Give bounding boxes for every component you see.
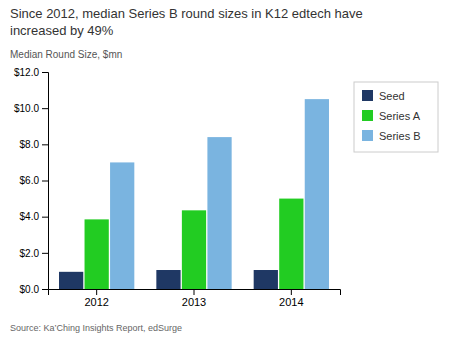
bar [279, 199, 303, 289]
y-axis: $0.0 $2.0 $4.0 $6.0 $8.0 $10.0 $12.0 [14, 67, 49, 295]
legend-label: Seed [379, 90, 405, 102]
legend-item: Series A [362, 110, 421, 122]
tick: $2.0 [20, 248, 48, 259]
tick-label: $2.0 [20, 248, 40, 259]
tick-mark [96, 289, 97, 295]
tick-label: $0.0 [20, 284, 40, 295]
tick-mark [42, 217, 48, 218]
tick-mark [42, 72, 48, 73]
tick-mark [42, 108, 48, 109]
tick: $6.0 [20, 175, 48, 186]
bar [207, 137, 231, 289]
bar [110, 162, 134, 289]
page: {"chart_data": {"type": "bar", "title": … [0, 0, 450, 337]
tick-mark [42, 289, 48, 290]
tick: $12.0 [14, 67, 48, 78]
legend-swatch [362, 130, 373, 141]
bar [85, 219, 109, 289]
tick-label: $6.0 [20, 175, 40, 186]
tick-label: $8.0 [20, 139, 40, 150]
tick-mark [291, 289, 292, 295]
tick-label: $10.0 [14, 103, 39, 114]
tick-mark [42, 253, 48, 254]
tick-label: 2012 [84, 296, 108, 308]
bars [59, 99, 329, 289]
axis-line [49, 290, 341, 296]
tick-mark [42, 181, 48, 182]
bar [59, 272, 83, 289]
legend-frame [354, 82, 438, 152]
chart: Since 2012, median Series B round sizes … [0, 0, 450, 337]
legend-item: Series B [362, 130, 421, 142]
tick: 2012 [84, 289, 108, 308]
tick: 2014 [279, 289, 303, 308]
subtitle: increased by 49% [10, 23, 114, 38]
tick-label: 2014 [279, 296, 303, 308]
bar [156, 270, 180, 289]
bar [305, 99, 329, 289]
x-axis: 2012 2013 2014 [49, 289, 341, 308]
legend-label: Series A [379, 110, 421, 122]
tick: $4.0 [20, 211, 48, 222]
legend: Seed Series A Series B [354, 82, 438, 152]
tick: 2013 [182, 289, 206, 308]
axis-line [42, 73, 49, 290]
annotation: Source: Ka’Ching Insights Report, edSurg… [10, 323, 182, 333]
bar-series [110, 99, 329, 289]
bar [182, 210, 206, 289]
title: Since 2012, median Series B round sizes … [10, 6, 363, 21]
plot: $0.0$2.0$4.0$6.0$8.0$10.0$12.02012201320… [14, 67, 341, 308]
y-axis-title: Median Round Size, $mn [10, 49, 122, 60]
tick: $0.0 [20, 284, 48, 295]
tick: $8.0 [20, 139, 48, 150]
tick-mark [194, 289, 195, 295]
tick-label: $12.0 [14, 67, 39, 78]
tick-label: $4.0 [20, 211, 40, 222]
tick: $10.0 [14, 103, 48, 114]
legend-swatch [362, 110, 373, 121]
bar [254, 270, 278, 289]
tick-mark [42, 144, 48, 145]
legend-swatch [362, 90, 373, 101]
legend-item: Seed [362, 90, 405, 102]
legend-label: Series B [379, 130, 421, 142]
tick-label: 2013 [182, 296, 206, 308]
